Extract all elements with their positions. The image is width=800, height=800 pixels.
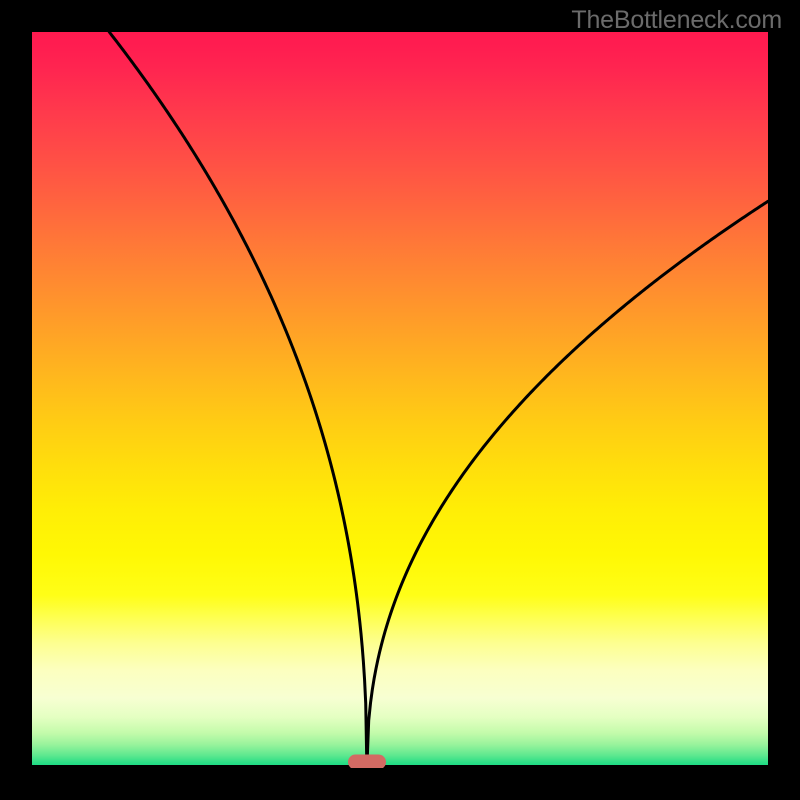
bottleneck-curve — [32, 32, 768, 768]
curve-left-branch — [109, 32, 367, 768]
plot-area — [32, 32, 768, 768]
vertex-marker — [348, 755, 386, 768]
curve-right-branch — [367, 201, 768, 768]
watermark-text: TheBottleneck.com — [571, 6, 782, 35]
